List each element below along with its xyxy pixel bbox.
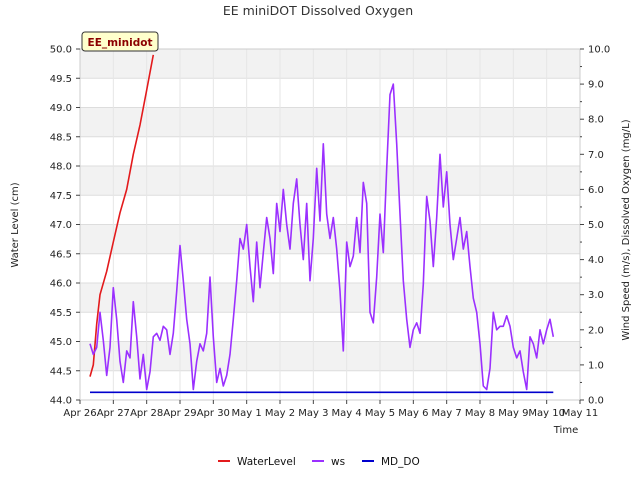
x-tick-label: Apr 30 [197,408,230,419]
plot-background [80,49,580,400]
left-tick-label: 50.0 [50,45,72,56]
x-tick-label: Apr 27 [97,408,130,419]
x-axis-label: Time [553,425,578,436]
series-lines [89,54,555,394]
x-axis-ticks: Apr 26 Apr 27 Apr 28 Apr 29 Apr 30 May 1 May 2… [63,400,598,419]
left-axis-ticks: 44.0 44.5 45.0 45.5 46.0 46.5 47.0 47.5 48.0 48.5… [50,45,80,407]
x-tick-label: Apr 26 [63,408,96,419]
x-tick-label: Apr 28 [130,408,163,419]
station-label: EE_minidot [88,37,153,49]
legend-label: MD_DO [381,456,420,468]
x-tick-label: May 7 [432,408,462,419]
right-axis-ticks: 0.0 1.0 2.0 3.0 4.0 5.0 6.0 7.0 8.0 9.0 10.0 [580,45,610,407]
grid-lines [79,48,581,401]
x-tick-label: May 8 [465,408,495,419]
x-tick-label: May 2 [265,408,295,419]
x-tick-label: May 11 [562,408,599,419]
plot-band [80,166,580,196]
x-tick-label: Apr 29 [163,408,196,419]
left-axis-label: Water Level (cm) [10,182,21,267]
legend-label: ws [331,456,345,468]
x-tick-label: May 3 [298,408,328,419]
left-tick-label: 45.5 [50,308,72,319]
left-tick-label: 45.0 [50,337,72,348]
legend-label: WaterLevel [237,456,296,468]
plot-band [80,312,580,342]
plot-band [80,195,580,225]
station-label-box: EE_minidot [81,31,159,52]
x-tick-label: May 5 [365,408,395,419]
x-tick-label: May 9 [498,408,528,419]
legend: WaterLevel ws MD_DO [218,456,420,468]
right-tick-label: 8.0 [588,115,604,126]
plot-band [80,370,580,400]
left-tick-label: 47.0 [50,220,72,231]
right-tick-label: 5.0 [588,220,604,231]
left-tick-label: 46.0 [50,279,72,290]
plot-band [80,136,580,166]
left-tick-label: 49.0 [50,103,72,114]
series-line-ws [89,83,555,391]
series-line-waterlevel [89,54,155,377]
right-tick-label: 0.0 [588,396,604,407]
left-tick-label: 48.0 [50,162,72,173]
right-tick-label: 3.0 [588,290,604,301]
right-tick-label: 2.0 [588,325,604,336]
plot-band [80,253,580,283]
plot-band [80,78,580,108]
right-axis-label: Wind Speed (m/s), Dissolved Oxygen (mg/L… [621,119,632,340]
plot-band [80,283,580,313]
left-tick-label: 44.5 [50,366,72,377]
left-tick-label: 44.0 [50,396,72,407]
left-tick-label: 47.5 [50,191,72,202]
plot-band [80,49,580,79]
x-tick-label: May 1 [232,408,262,419]
plot-band [80,341,580,371]
right-tick-label: 6.0 [588,185,604,196]
chart-title: EE miniDOT Dissolved Oxygen [223,3,413,18]
right-tick-label: 4.0 [588,255,604,266]
right-tick-label: 9.0 [588,80,604,91]
left-tick-label: 48.5 [50,132,72,143]
right-tick-label: 1.0 [588,360,604,371]
right-tick-label: 10.0 [588,45,610,56]
x-tick-label: May 6 [398,408,428,419]
right-tick-label: 7.0 [588,150,604,161]
x-tick-label: May 10 [528,408,565,419]
left-tick-label: 46.5 [50,249,72,260]
plot-band [80,107,580,137]
left-tick-label: 49.5 [50,74,72,85]
x-tick-label: May 4 [332,408,362,419]
